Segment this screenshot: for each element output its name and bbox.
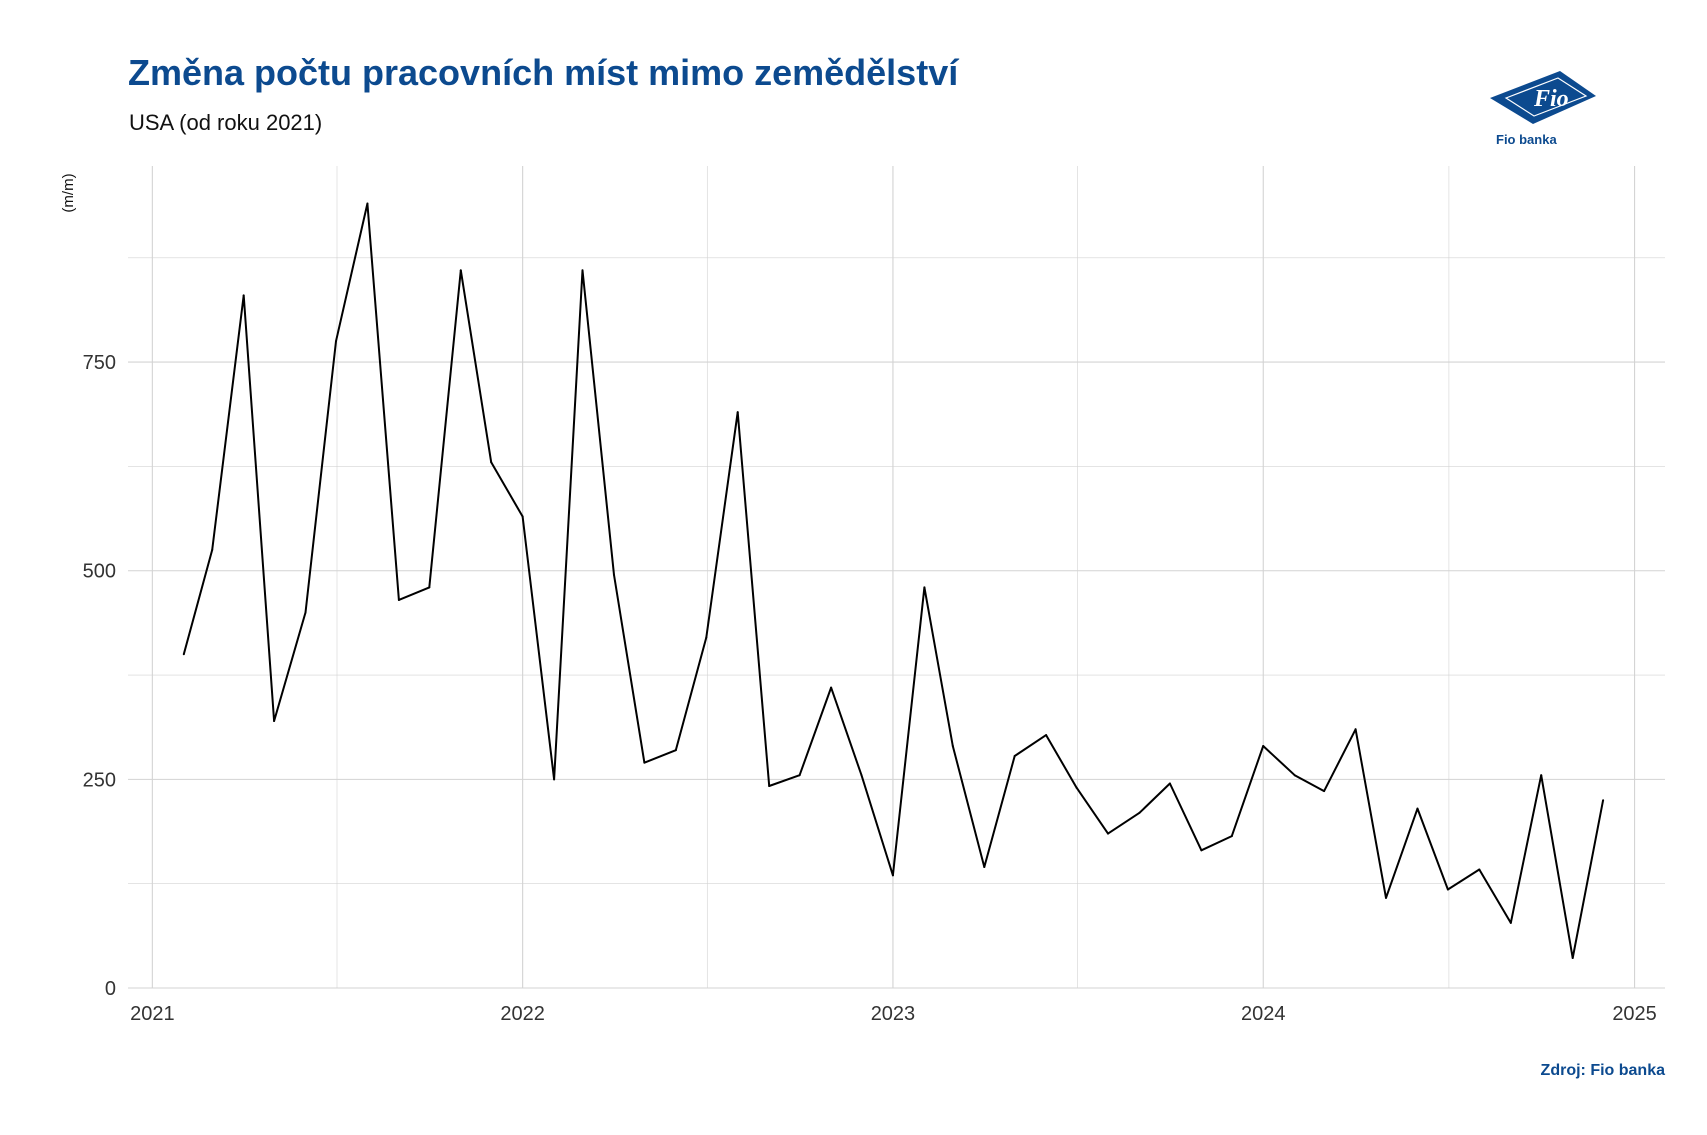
x-axis-labels: 2021 2022 2023 2024 2025 — [130, 1003, 1657, 1025]
data-point — [581, 269, 584, 272]
data-point — [983, 865, 986, 868]
data-point — [1571, 956, 1574, 959]
data-point — [428, 586, 431, 589]
x-tick-label: 2025 — [1612, 1003, 1657, 1025]
data-point — [798, 774, 801, 777]
data-point — [923, 586, 926, 589]
y-tick-label: 500 — [83, 561, 116, 583]
data-point — [1602, 799, 1605, 802]
y-tick-label: 250 — [83, 769, 116, 791]
data-point — [705, 636, 708, 639]
data-point — [1293, 774, 1296, 777]
data-point — [521, 515, 524, 518]
data-point — [1416, 807, 1419, 810]
source-note: Zdroj: Fio banka — [1540, 1062, 1665, 1079]
logo-name: Fio banka — [1496, 132, 1557, 147]
x-tick-label: 2021 — [130, 1003, 175, 1025]
data-point — [1262, 744, 1265, 747]
data-point — [674, 749, 677, 752]
data-point — [1107, 832, 1110, 835]
data-point — [459, 269, 462, 272]
data-point — [1045, 734, 1048, 737]
y-tick-label: 750 — [83, 352, 116, 374]
data-point — [830, 686, 833, 689]
data-point — [397, 598, 400, 601]
major-gridlines — [128, 166, 1665, 989]
data-point — [768, 785, 771, 788]
data-point — [1168, 782, 1171, 785]
fio-banka-logo: Fio Fio banka — [1488, 66, 1598, 153]
data-point — [1478, 868, 1481, 871]
data-point — [1323, 790, 1326, 793]
data-point — [366, 202, 369, 205]
fio-logo-icon: Fio Fio banka — [1490, 71, 1596, 147]
data-point — [1509, 921, 1512, 924]
data-points — [182, 202, 1605, 959]
data-point — [182, 653, 185, 656]
data-point — [273, 719, 276, 722]
data-point — [211, 548, 214, 551]
data-point — [1540, 774, 1543, 777]
data-point — [1446, 888, 1449, 891]
data-point — [643, 761, 646, 764]
data-point — [1385, 896, 1388, 899]
data-point — [1075, 786, 1078, 789]
logo-mark: Fio — [1533, 86, 1569, 112]
data-point — [334, 340, 337, 343]
data-point — [242, 294, 245, 297]
minor-gridlines — [128, 166, 1665, 988]
data-point — [490, 461, 493, 464]
data-point — [1200, 849, 1203, 852]
data-point — [612, 573, 615, 576]
data-point — [951, 744, 954, 747]
chart-title: Změna počtu pracovních míst mimo zeměděl… — [128, 52, 959, 93]
data-point — [553, 778, 556, 781]
y-tick-label: 0 — [105, 978, 116, 1000]
data-point — [736, 411, 739, 414]
data-point — [1013, 755, 1016, 758]
x-tick-label: 2024 — [1241, 1003, 1286, 1025]
data-point — [304, 611, 307, 614]
data-point — [1354, 728, 1357, 731]
x-tick-label: 2023 — [871, 1003, 916, 1025]
y-axis-labels: 0 250 500 750 — [83, 352, 116, 1000]
y-axis-title: (m/m) — [60, 173, 77, 212]
data-point — [1230, 835, 1233, 838]
x-tick-label: 2022 — [500, 1003, 545, 1025]
data-point — [1138, 811, 1141, 814]
data-point — [860, 774, 863, 777]
chart-subtitle: USA (od roku 2021) — [129, 110, 323, 135]
data-point — [891, 874, 894, 877]
